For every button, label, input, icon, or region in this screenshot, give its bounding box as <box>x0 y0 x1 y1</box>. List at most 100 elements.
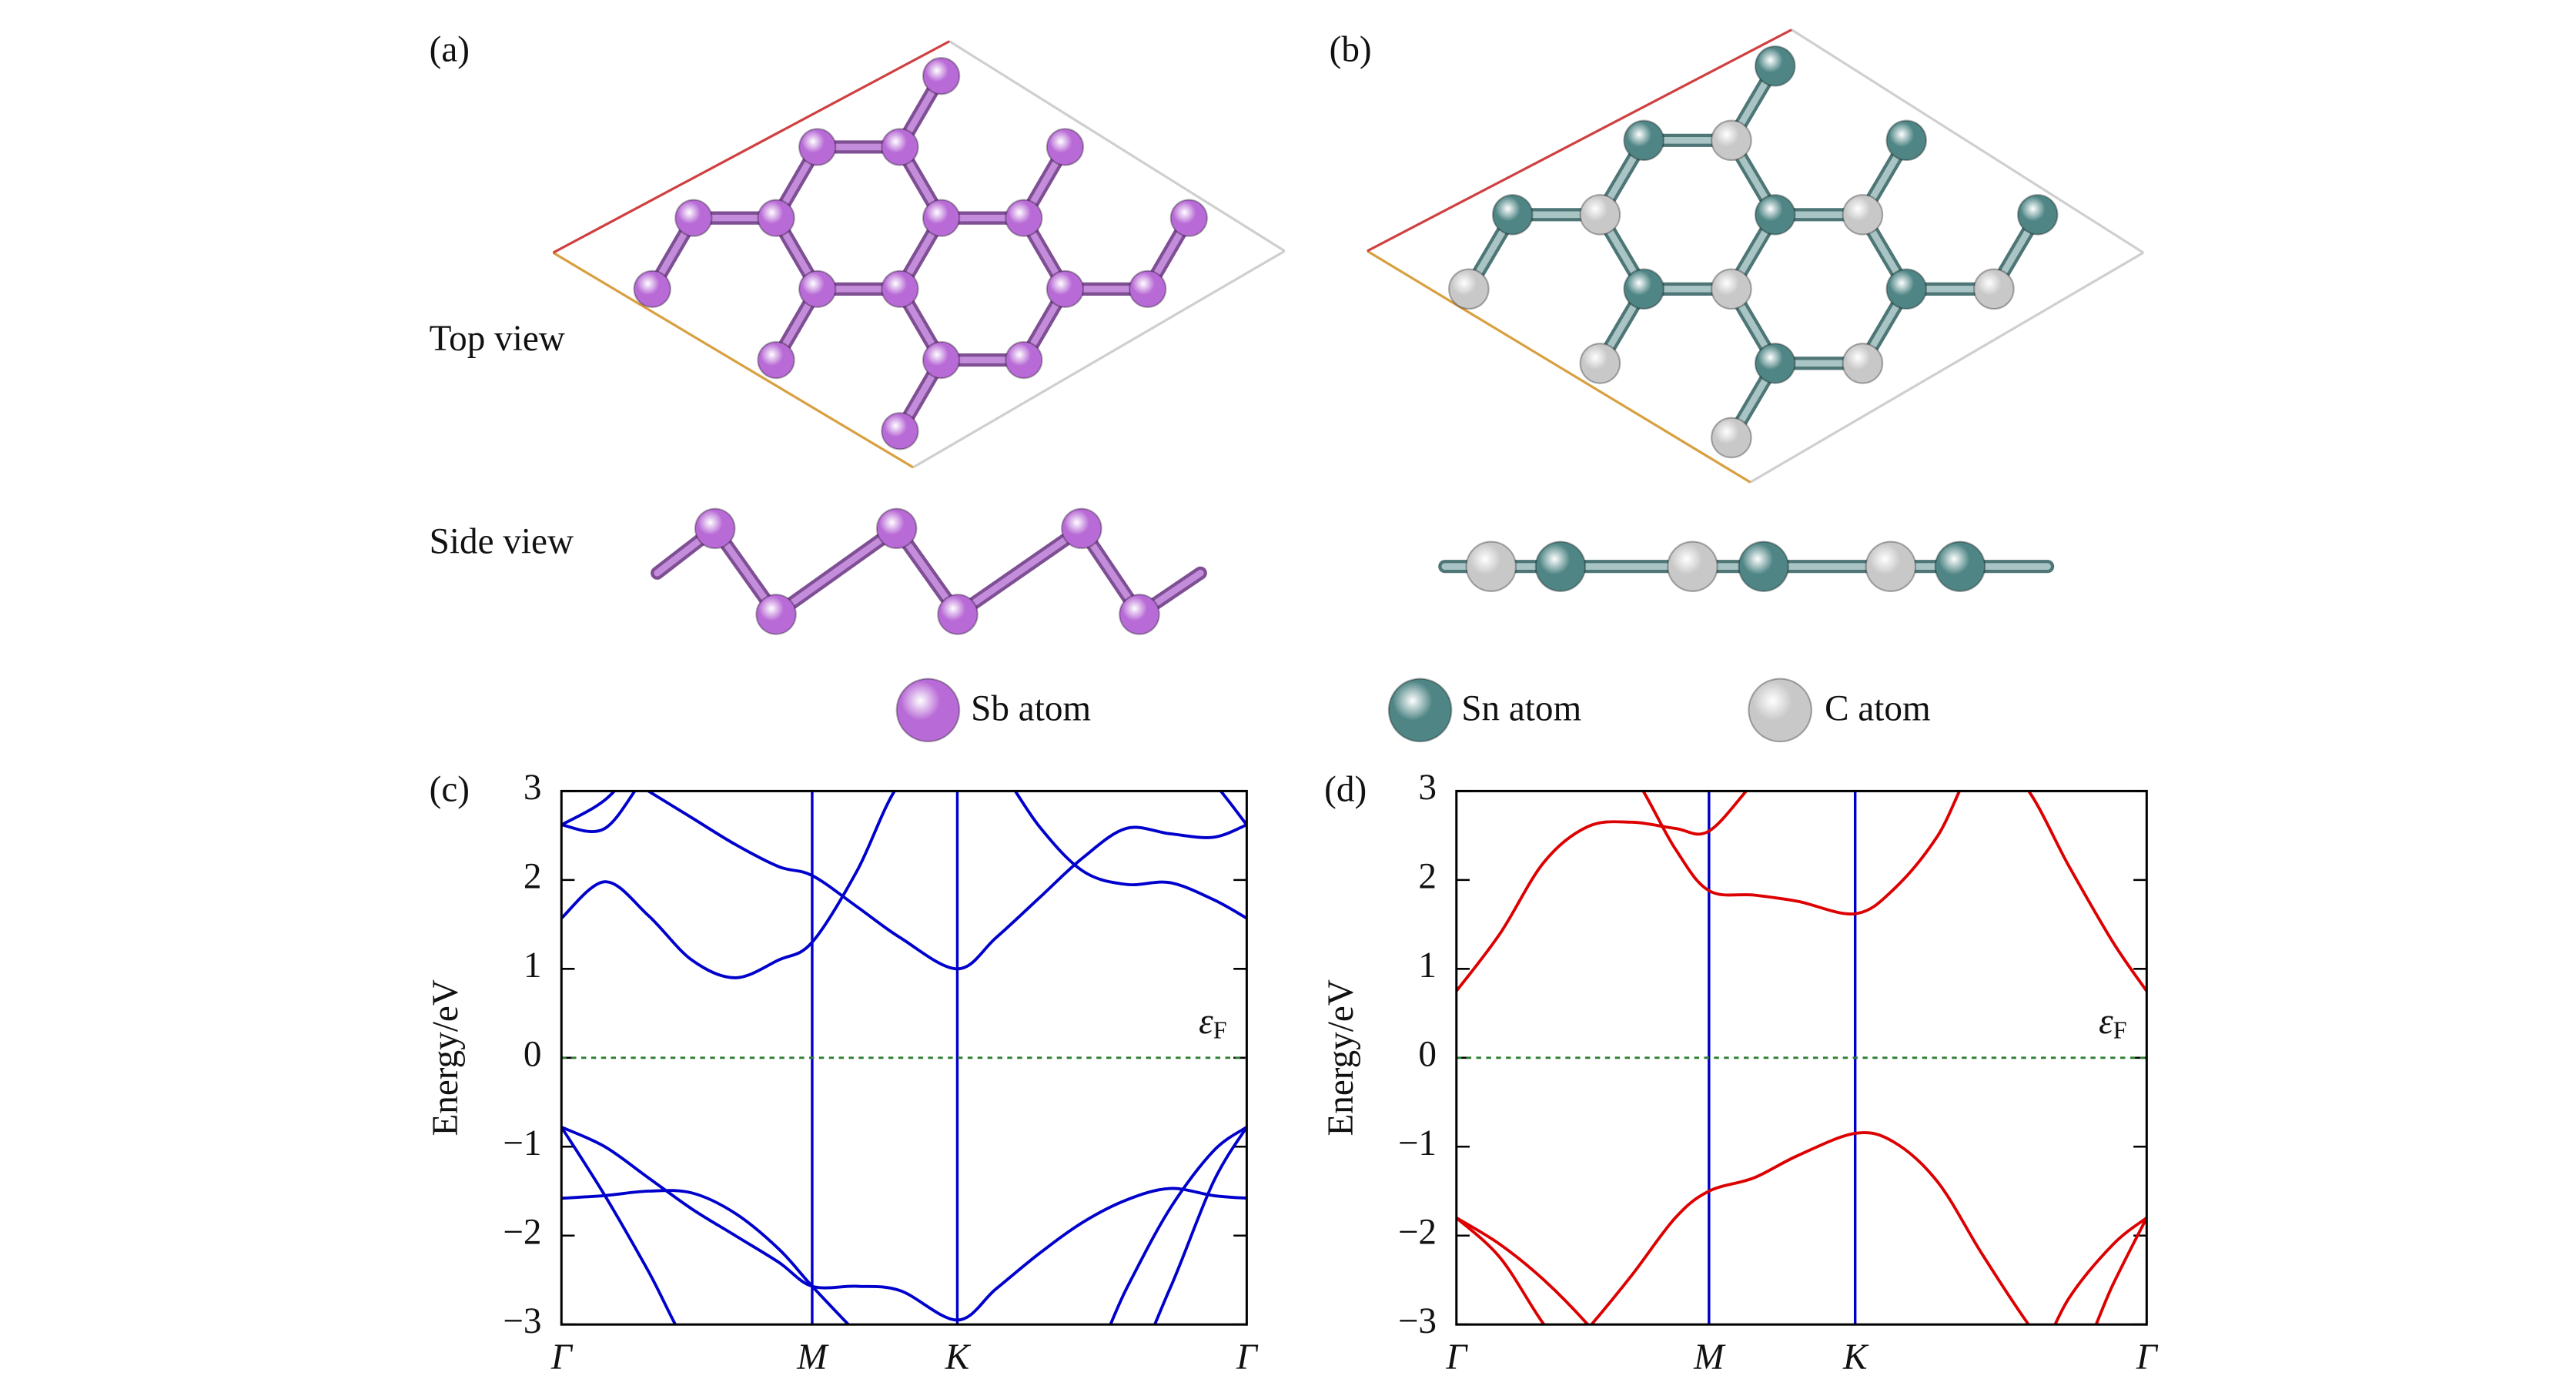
band-line <box>561 1126 1247 1325</box>
plot-frame <box>560 789 1248 1326</box>
atom <box>1865 541 1917 592</box>
atom <box>875 507 918 550</box>
cell-edge <box>948 40 1286 253</box>
fermi-label: εF <box>1199 1002 1226 1044</box>
y-tick-label: 1 <box>1418 946 1437 986</box>
atom <box>881 412 919 450</box>
y-tick-label: 0 <box>1418 1035 1437 1075</box>
atom <box>1754 343 1796 384</box>
x-tick-label: Γ <box>1445 1337 1468 1377</box>
atom <box>1005 340 1043 380</box>
cell-edge <box>552 40 951 254</box>
y-tick-label: 0 <box>524 1035 542 1075</box>
cell-edge <box>1367 28 1792 253</box>
y-tick-label: −1 <box>503 1123 541 1163</box>
side-view-label: Side view <box>430 522 574 562</box>
atom <box>757 340 795 380</box>
atom <box>922 57 961 95</box>
panel-label: (a) <box>430 29 470 69</box>
bond <box>954 525 1086 618</box>
y-tick-label: −3 <box>1398 1301 1437 1341</box>
atom <box>1579 343 1621 384</box>
atom <box>1748 678 1812 743</box>
atom <box>1491 194 1534 236</box>
x-tick-label: K <box>1842 1337 1869 1377</box>
cell-edge <box>552 251 914 469</box>
band-line <box>1589 1131 2031 1325</box>
atom <box>755 594 797 635</box>
bond <box>772 525 900 618</box>
atom <box>1842 194 1884 236</box>
band-line <box>561 1126 1247 1322</box>
atom <box>1973 268 2015 310</box>
atom <box>798 269 837 309</box>
atom <box>1754 45 1796 87</box>
atom <box>798 128 837 166</box>
atom <box>1667 541 1718 592</box>
atom <box>1738 541 1789 592</box>
fermi-subscript: F <box>1213 1016 1227 1044</box>
atom <box>1623 119 1665 162</box>
band-line <box>561 791 637 833</box>
fermi-subscript: F <box>2113 1016 2127 1044</box>
atom <box>1448 268 1490 310</box>
panel-label: (d) <box>1324 769 1367 809</box>
atom <box>1885 268 1928 310</box>
atom <box>633 269 671 309</box>
cell-edge <box>912 249 1286 469</box>
plot-frame <box>1455 789 2148 1326</box>
y-tick-label: −2 <box>1398 1213 1437 1253</box>
atom <box>1169 199 1208 237</box>
band-line <box>1456 1216 2147 1325</box>
cell-edge <box>1791 28 2144 254</box>
atom <box>937 594 979 635</box>
atom <box>1045 128 1085 166</box>
y-tick-label: 2 <box>524 857 542 897</box>
band-line <box>1456 1217 2147 1325</box>
atom <box>1711 268 1752 310</box>
y-tick-label: −2 <box>503 1213 541 1253</box>
y-tick-label: −1 <box>1398 1123 1437 1163</box>
legend-label: Sb atom <box>971 688 1091 728</box>
x-tick-label: Γ <box>1236 1337 1259 1377</box>
x-tick-label: Γ <box>550 1337 574 1377</box>
band-line <box>645 791 1247 971</box>
atom <box>1465 541 1517 592</box>
atom <box>1711 119 1752 162</box>
atom <box>1387 678 1453 743</box>
atom <box>674 199 713 237</box>
fermi-symbol: ε <box>1199 1002 1213 1042</box>
atom <box>881 269 919 309</box>
atom <box>1579 194 1621 236</box>
legend-label: C atom <box>1825 688 1931 728</box>
y-axis-label: Energy/eV <box>426 979 466 1136</box>
atom <box>1934 541 1986 592</box>
atom <box>757 199 795 237</box>
atom <box>2016 194 2059 236</box>
band-line <box>561 791 1247 826</box>
fermi-label: εF <box>2099 1002 2126 1044</box>
x-tick-label: K <box>945 1337 972 1377</box>
atom <box>694 507 736 550</box>
panel-label: (c) <box>430 769 470 809</box>
band-line <box>561 1126 1247 1325</box>
atom <box>922 199 961 237</box>
top-view-label: Top view <box>430 319 565 359</box>
y-tick-label: 1 <box>524 946 542 986</box>
band-line <box>1456 791 1748 992</box>
atom <box>881 128 919 166</box>
y-tick-label: 2 <box>1418 857 1437 897</box>
atom <box>1711 417 1752 459</box>
legend-label: Sn atom <box>1461 688 1581 728</box>
x-tick-label: Γ <box>2136 1337 2159 1377</box>
y-tick-label: −3 <box>503 1301 541 1341</box>
atom <box>1623 268 1665 310</box>
panel-label: (b) <box>1330 29 1372 69</box>
atom <box>1754 194 1796 236</box>
atom <box>1885 119 1928 162</box>
fermi-symbol: ε <box>2099 1002 2113 1042</box>
band-line <box>561 791 1247 979</box>
x-tick-label: M <box>1693 1337 1726 1377</box>
atom <box>1129 269 1167 309</box>
